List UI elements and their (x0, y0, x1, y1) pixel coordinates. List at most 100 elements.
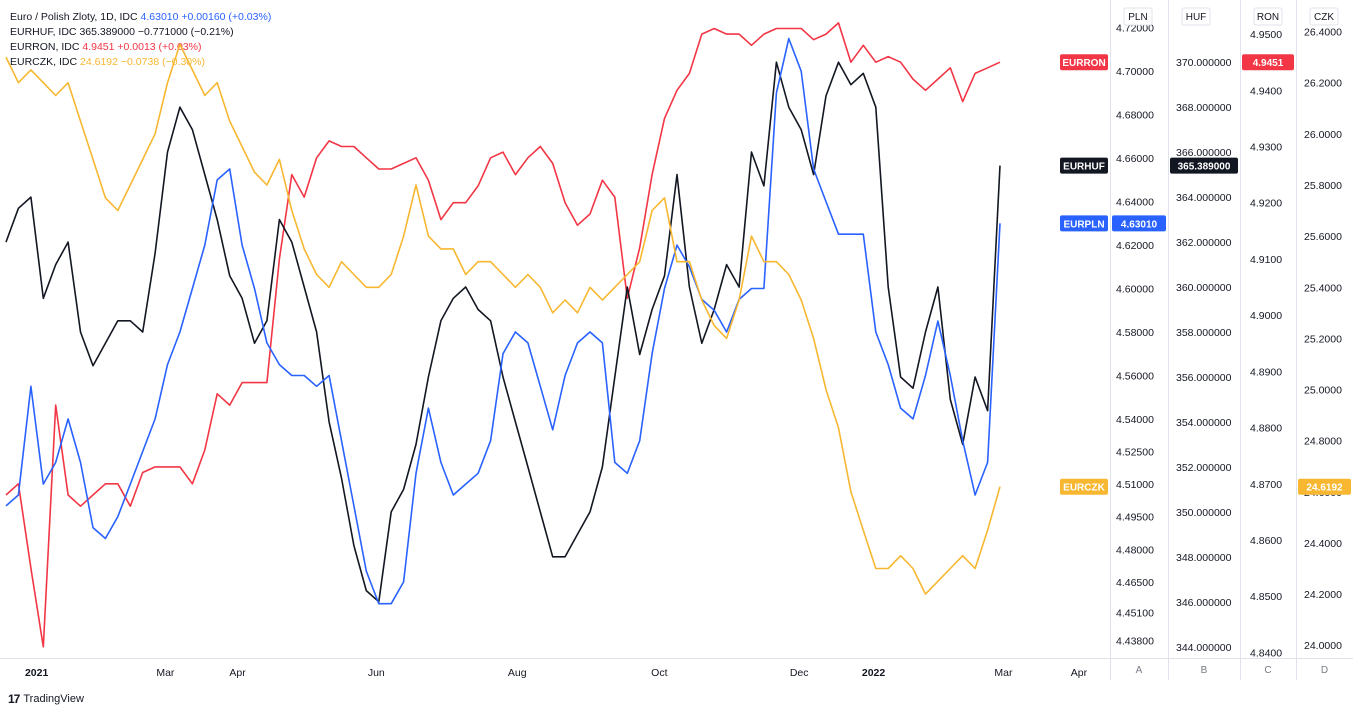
scale-tick-label: 25.4000 (1304, 282, 1342, 294)
scale-unit-badge (1123, 7, 1153, 26)
series-name-tag-label: EURRON (1062, 58, 1105, 69)
scale-tick-label: 348.000000 (1176, 552, 1232, 564)
scale-tick-label: 4.68000 (1116, 110, 1154, 122)
series-name-tag-label: EURPLN (1063, 219, 1104, 230)
scale-tick-label: 352.000000 (1176, 462, 1232, 474)
series-value-tag (1170, 157, 1238, 174)
series-line-eurhuf (5, 61, 1001, 603)
time-axis-label: 2022 (862, 667, 886, 679)
scale-tick-label: 25.0000 (1304, 385, 1342, 397)
scale-tick-label: 24.8000 (1304, 436, 1342, 448)
scale-tick-label: 4.49500 (1116, 512, 1154, 524)
scale-tick-label: 4.9200 (1250, 198, 1282, 210)
scale-tick-label: 4.66000 (1116, 153, 1154, 165)
time-axis-label: Dec (790, 667, 809, 679)
scale-tick-label: 26.2000 (1304, 78, 1342, 90)
time-axis-label: Mar (156, 667, 175, 679)
scale-tick-label: 25.8000 (1304, 180, 1342, 192)
legend-symbol: EURRON, IDC (10, 41, 80, 53)
legend-row-czk[interactable]: EURCZK, IDC 24.6192 −0.0738 (−0.30%) (10, 55, 271, 70)
series-value-tag (1112, 215, 1166, 232)
scale-tick-label: 4.8400 (1250, 647, 1282, 659)
legend-change: +0.00160 (+0.03%) (181, 11, 272, 23)
scale-tick-label: 362.000000 (1176, 237, 1232, 249)
scale-tick-label: 24.0000 (1304, 640, 1342, 652)
scale-tick-label: 24.4000 (1304, 538, 1342, 550)
time-axis-label: Oct (651, 667, 667, 679)
scale-tick-label: 344.000000 (1176, 642, 1232, 654)
scale-tick-label: 370.000000 (1176, 57, 1232, 69)
legend-row-pln[interactable]: Euro / Polish Zloty, 1D, IDC 4.63010 +0.… (10, 10, 271, 25)
scale-tick-label: 4.9000 (1250, 310, 1282, 322)
legend-symbol: Euro / Polish Zloty, 1D, IDC (10, 11, 138, 23)
series-value-tag-label: 4.9451 (1253, 58, 1284, 69)
scale-tick-label: 25.2000 (1304, 333, 1342, 345)
scale-id-label: B (1201, 665, 1208, 676)
scale-unit-label: PLN (1128, 12, 1147, 23)
scale-id-label: C (1264, 665, 1271, 676)
scale-tick-label: 4.64000 (1116, 197, 1154, 209)
scale-tick-label: 364.000000 (1176, 192, 1232, 204)
scale-unit-label: RON (1257, 12, 1279, 23)
scale-tick-label: 4.8800 (1250, 423, 1282, 435)
scale-unit-label: HUF (1186, 12, 1207, 23)
scale-tick-label: 4.8900 (1250, 366, 1282, 378)
scale-tick-label: 4.9400 (1250, 85, 1282, 97)
scale-unit-badge (1181, 7, 1211, 26)
scale-tick-label: 4.43800 (1116, 636, 1154, 648)
time-axis-label: Aug (508, 667, 527, 679)
scale-tick-label: 350.000000 (1176, 507, 1232, 519)
scale-tick-label: 358.000000 (1176, 327, 1232, 339)
legend-last: 365.389000 (79, 26, 135, 38)
series-name-tag (1060, 157, 1108, 174)
series-line-eurpln (5, 37, 1001, 605)
legend-last: 4.63010 (140, 11, 179, 23)
scale-tick-label: 4.9300 (1250, 142, 1282, 154)
scale-id-label: D (1321, 665, 1328, 676)
time-axis-label: Apr (1071, 667, 1088, 679)
series-name-tag (1060, 478, 1108, 495)
series-value-tag-label: 24.6192 (1306, 483, 1343, 494)
series-name-tag (1060, 54, 1108, 71)
scale-tick-label: 360.000000 (1176, 282, 1232, 294)
scale-tick-label: 4.51000 (1116, 479, 1154, 491)
tradingview-logo-text: TradingView (23, 693, 84, 705)
legend-row-huf[interactable]: EURHUF, IDC 365.389000 −0.771000 (−0.21%… (10, 25, 271, 40)
time-axis-label: Apr (229, 667, 246, 679)
scale-unit-badge (1309, 7, 1339, 26)
scale-tick-label: 4.58000 (1116, 327, 1154, 339)
scale-tick-label: 4.62000 (1116, 240, 1154, 252)
chart-canvas[interactable]: 2021 Mar Apr Jun Aug Oct Dec 2022 Mar Apr 4.72000 4… (0, 0, 1353, 690)
chart-legend: Euro / Polish Zloty, 1D, IDC 4.63010 +0.… (10, 10, 271, 70)
scale-id-label: A (1136, 665, 1143, 676)
scale-tick-label: 4.8700 (1250, 479, 1282, 491)
scale-tick-label: 4.70000 (1116, 66, 1154, 78)
legend-last: 4.9451 (82, 41, 115, 53)
series-name-tag-label: EURCZK (1063, 483, 1105, 494)
time-axis-label: 2021 (25, 667, 49, 679)
scale-tick-label: 4.8600 (1250, 535, 1282, 547)
legend-row-ron[interactable]: EURRON, IDC 4.9451 +0.0013 (+0.03%) (10, 40, 271, 55)
scale-tick-label: 26.0000 (1304, 129, 1342, 141)
series-value-tag (1298, 478, 1351, 495)
scale-tick-label: 4.48000 (1116, 544, 1154, 556)
series-value-tag (1242, 54, 1294, 71)
scale-tick-label: 4.8500 (1250, 591, 1282, 603)
scale-tick-label: 4.72000 (1116, 23, 1154, 35)
scale-tick-label: 24.2000 (1304, 589, 1342, 601)
scale-tick-label: 354.000000 (1176, 417, 1232, 429)
scale-tick-label: 4.56000 (1116, 370, 1154, 382)
scale-tick-label: 4.54000 (1116, 414, 1154, 426)
scale-tick-label: 366.000000 (1176, 147, 1232, 159)
legend-symbol: EURCZK, IDC (10, 56, 78, 68)
legend-symbol: EURHUF, IDC (10, 26, 77, 38)
scale-tick-label: 4.52500 (1116, 447, 1154, 459)
time-axis-label: Mar (994, 667, 1013, 679)
scale-tick-label: 26.4000 (1304, 27, 1342, 39)
scale-tick-label: 4.9500 (1250, 29, 1282, 41)
scale-tick-label: 4.46500 (1116, 577, 1154, 589)
tradingview-logo[interactable]: 17 TradingView (8, 692, 84, 706)
series-value-tag-label: 365.389000 (1178, 162, 1231, 173)
legend-last: 24.6192 (80, 56, 118, 68)
series-line-eurron (5, 22, 1001, 648)
